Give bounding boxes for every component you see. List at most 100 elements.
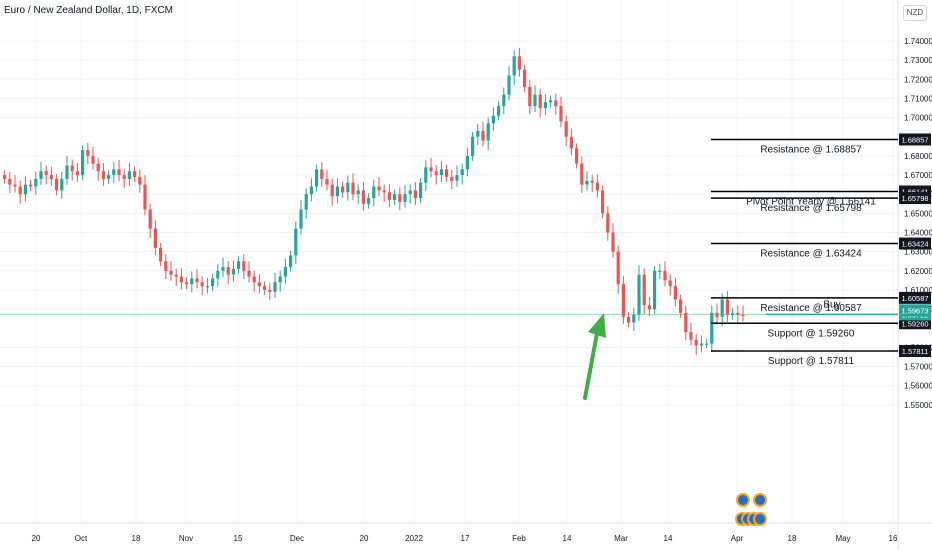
price-tag: 1.63424 (901, 240, 928, 249)
event-icon[interactable] (753, 512, 767, 526)
candle-body (419, 182, 423, 199)
candle-body (491, 115, 495, 124)
candle-body (133, 171, 137, 177)
candle-body (101, 171, 105, 179)
candle-body (616, 251, 620, 285)
events-icon-group[interactable] (735, 493, 767, 526)
candle-body (86, 150, 90, 156)
candle-body (403, 194, 407, 202)
candle-body (179, 276, 183, 283)
candle-body (720, 299, 724, 317)
time-tick-label: 20 (360, 534, 369, 543)
horizontal-gridlines (0, 40, 898, 406)
candle-body (75, 171, 79, 176)
candle-body (174, 274, 178, 277)
candle-body (476, 131, 480, 137)
candle-body (632, 314, 636, 323)
price-tag-bg (899, 133, 931, 146)
candle-body (169, 270, 173, 275)
time-tick-label: 17 (461, 534, 470, 543)
candle-body (283, 266, 287, 277)
price-tag: 1.68857 (901, 135, 928, 144)
candle-body (34, 178, 38, 187)
candle-body (668, 280, 672, 287)
candle-body (585, 180, 589, 185)
level-label: Resistance @ 1.63424 (760, 249, 862, 260)
candle-body (559, 106, 563, 122)
candle-body (91, 155, 95, 164)
candle-body (237, 261, 241, 269)
candle-body (450, 176, 454, 181)
candle-body (554, 100, 558, 107)
candle-body (528, 86, 532, 107)
candle-body (595, 182, 599, 191)
candle-body (138, 176, 142, 185)
price-tag: 1.57811 (902, 347, 929, 356)
candle-body (731, 312, 735, 315)
candle-body (143, 184, 147, 210)
level-label: Resistance @ 1.68857 (760, 144, 862, 155)
candle-body (242, 261, 246, 271)
candle-body (387, 192, 391, 200)
time-tick-label: Mar (614, 534, 628, 543)
time-tick-label: May (835, 534, 850, 543)
price-tick-label: 1.65000 (904, 209, 932, 218)
candle-body (268, 289, 272, 292)
candle-body (60, 178, 64, 191)
candle-body (117, 169, 121, 176)
candle-body (741, 314, 745, 317)
candle-body (523, 69, 527, 87)
candle-body (497, 106, 501, 116)
candle-body (200, 282, 204, 287)
candle-body (49, 175, 53, 179)
candle-body (294, 228, 298, 256)
candle-body (346, 182, 350, 193)
price-tick-label: 1.63000 (904, 248, 932, 257)
candle-body (684, 312, 688, 333)
candle-body (575, 148, 579, 164)
candle-body (465, 155, 469, 170)
time-tick-label: 18 (788, 534, 797, 543)
candle-body (606, 213, 610, 233)
price-tick-label: 1.67000 (904, 171, 932, 180)
candle-body (122, 175, 126, 179)
candle-body (221, 266, 225, 271)
candle-body (211, 278, 215, 287)
candle-body (361, 190, 365, 204)
candle-body (247, 270, 251, 277)
price-tick-label: 1.64000 (904, 229, 932, 238)
currency-badge[interactable]: NZD (903, 5, 927, 21)
candle-body (231, 268, 235, 275)
time-tick-label: Feb (512, 534, 526, 543)
price-tag-bg (899, 192, 931, 205)
time-tick-label: 16 (889, 534, 898, 543)
candle-body (627, 316, 631, 323)
candle-body (699, 343, 703, 346)
candle-body (590, 180, 594, 183)
chart-title: Euro / New Zealand Dollar, 1D, FXCM (4, 5, 173, 16)
candle-body (216, 270, 220, 279)
event-icon[interactable] (753, 493, 767, 507)
time-tick-label: 14 (664, 534, 673, 543)
candle-body (153, 228, 157, 248)
price-tag: 1.66141 (901, 187, 928, 196)
price-tag: 1.60587 (901, 294, 928, 303)
candle-body (663, 270, 667, 281)
event-icon[interactable] (736, 493, 750, 507)
time-tick-label: Oct (75, 534, 88, 543)
candle-body (642, 274, 646, 306)
candle-body (549, 100, 553, 103)
candle-body (517, 56, 521, 70)
price-tick-label: 1.61000 (904, 286, 932, 295)
price-tick-label: 1.56000 (904, 382, 932, 391)
level-label: Pivot Point Yearly @ 1.66141 (746, 196, 876, 207)
candle-body (304, 194, 308, 210)
price-tag: 1.65798 (901, 194, 928, 203)
candle-body (653, 270, 657, 310)
time-tick-label: Dec (290, 534, 304, 543)
price-tick-label: 1.55000 (904, 401, 932, 410)
price-tick-label: 1.73000 (904, 56, 932, 65)
candle-body (725, 299, 729, 315)
